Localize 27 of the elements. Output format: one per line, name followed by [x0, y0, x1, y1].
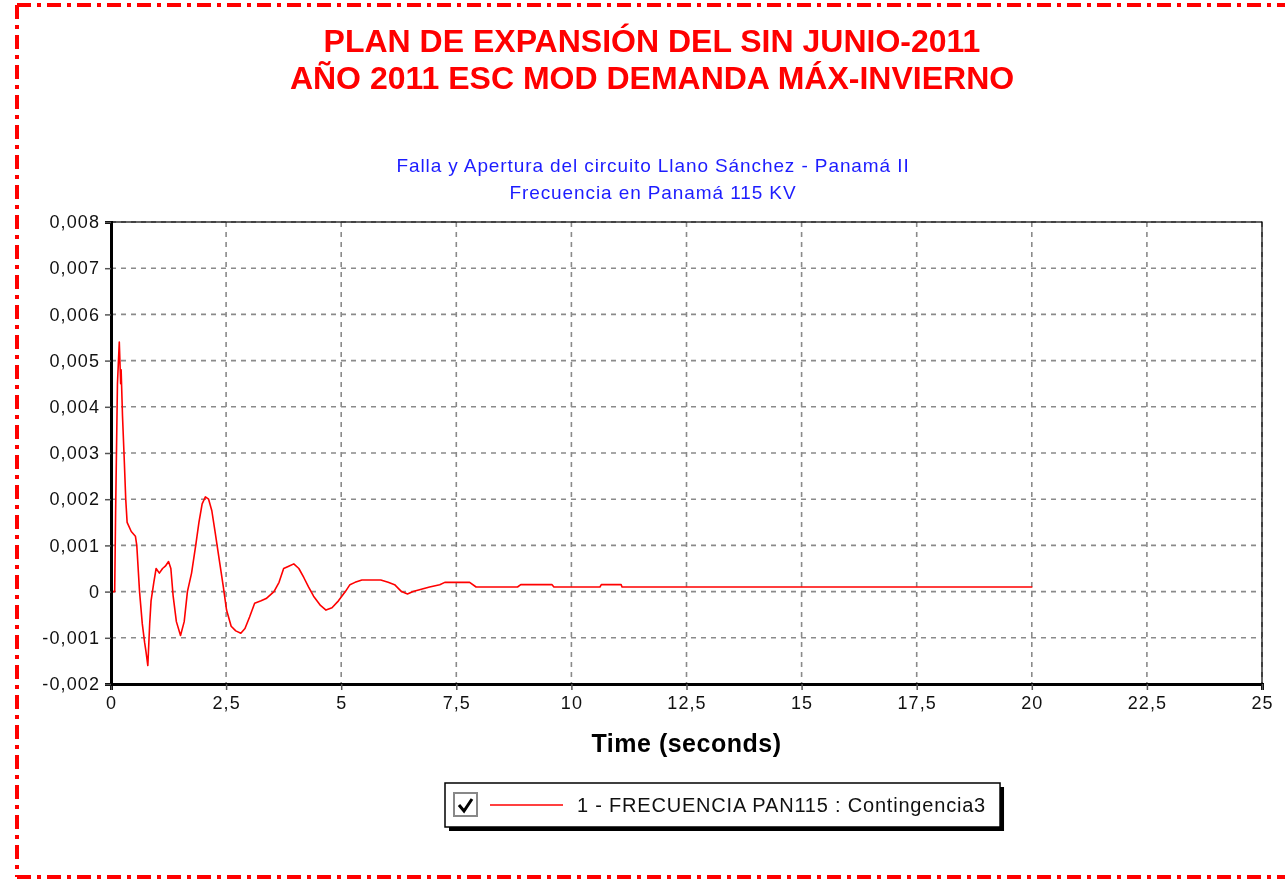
y-tick-label: 0,001	[49, 535, 100, 556]
x-tick-label: 2,5	[212, 692, 241, 713]
x-tick-label: 10	[560, 692, 584, 713]
legend-label: 1 - FRECUENCIA PAN115 : Contingencia3	[577, 794, 987, 816]
y-tick-label: -0,001	[42, 628, 100, 649]
y-tick-label: 0	[88, 581, 100, 602]
y-tick-label: 0,007	[49, 258, 100, 279]
x-tick-label: 17,5	[897, 692, 937, 713]
chart-subtitle: Falla y Apertura del circuito Llano Sánchez - Panamá II Frecuencia en Panamá 115 KV	[396, 155, 910, 203]
x-tick-label: 20	[1021, 692, 1044, 713]
y-tick-label: 0,006	[49, 304, 100, 325]
x-tick-label: 7,5	[442, 692, 471, 713]
y-tick-label: 0,005	[49, 350, 100, 371]
x-tick-label: 22,5	[1127, 692, 1168, 713]
y-tick-label: 0,003	[49, 443, 100, 464]
x-tick-label: 25	[1251, 692, 1274, 713]
chart-title: PLAN DE EXPANSIÓN DEL SIN JUNIO-2011 AÑO 2011 ESC MOD DEMANDA MÁX-INVIERNO	[289, 23, 1015, 96]
x-tick-label: 12,5	[667, 692, 707, 713]
x-tick-label: 0	[105, 692, 118, 713]
x-tick-label: 5	[336, 692, 348, 713]
y-tick-label: 0,008	[49, 212, 100, 233]
x-axis-title: Time (seconds)	[591, 729, 782, 757]
y-tick-label: -0,002	[42, 674, 100, 695]
x-tick-label: 15	[790, 692, 814, 713]
y-tick-label: 0,002	[49, 489, 100, 510]
line-series	[111, 341, 1033, 667]
y-tick-label: 0,004	[49, 397, 100, 418]
